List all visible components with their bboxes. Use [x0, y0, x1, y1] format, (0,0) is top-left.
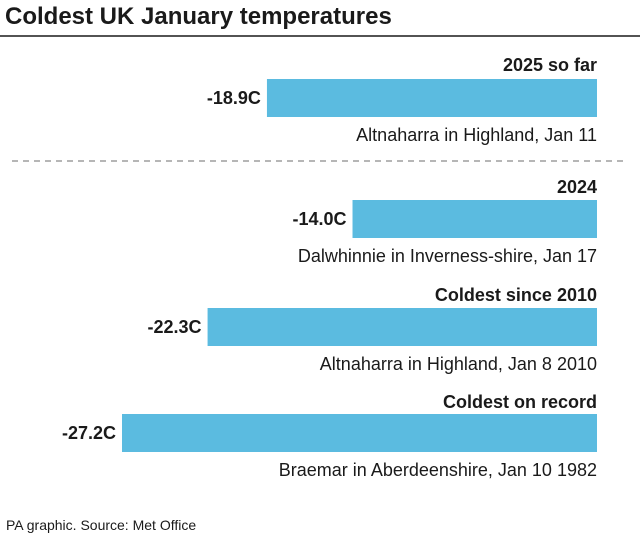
- bar-heading: Coldest on record: [443, 392, 597, 412]
- temperature-bar: [266, 79, 597, 117]
- bar-value-label: -14.0C: [292, 209, 346, 229]
- temperature-bar: [122, 414, 597, 452]
- source-note: PA graphic. Source: Met Office: [6, 517, 196, 533]
- temperature-bar: [207, 308, 597, 346]
- bar-value-label: -27.2C: [62, 423, 116, 443]
- bar-heading: 2025 so far: [503, 55, 597, 75]
- bar-location-label: Altnaharra in Highland, Jan 11: [356, 125, 597, 145]
- chart-title: Coldest UK January temperatures: [5, 3, 392, 30]
- bar-value-label: -18.9C: [207, 88, 261, 108]
- bar-value-label: -22.3C: [148, 317, 202, 337]
- bar-location-label: Altnaharra in Highland, Jan 8 2010: [320, 354, 597, 374]
- bar-heading: Coldest since 2010: [435, 285, 597, 305]
- temperature-bar: [352, 200, 597, 238]
- bar-location-label: Braemar in Aberdeenshire, Jan 10 1982: [279, 460, 597, 480]
- bars-group: 2025 so far -18.9C Altnaharra in Highland,…: [62, 55, 597, 480]
- bar-heading: 2024: [557, 177, 597, 197]
- bar-location-label: Dalwhinnie in Inverness-shire, Jan 17: [298, 246, 597, 266]
